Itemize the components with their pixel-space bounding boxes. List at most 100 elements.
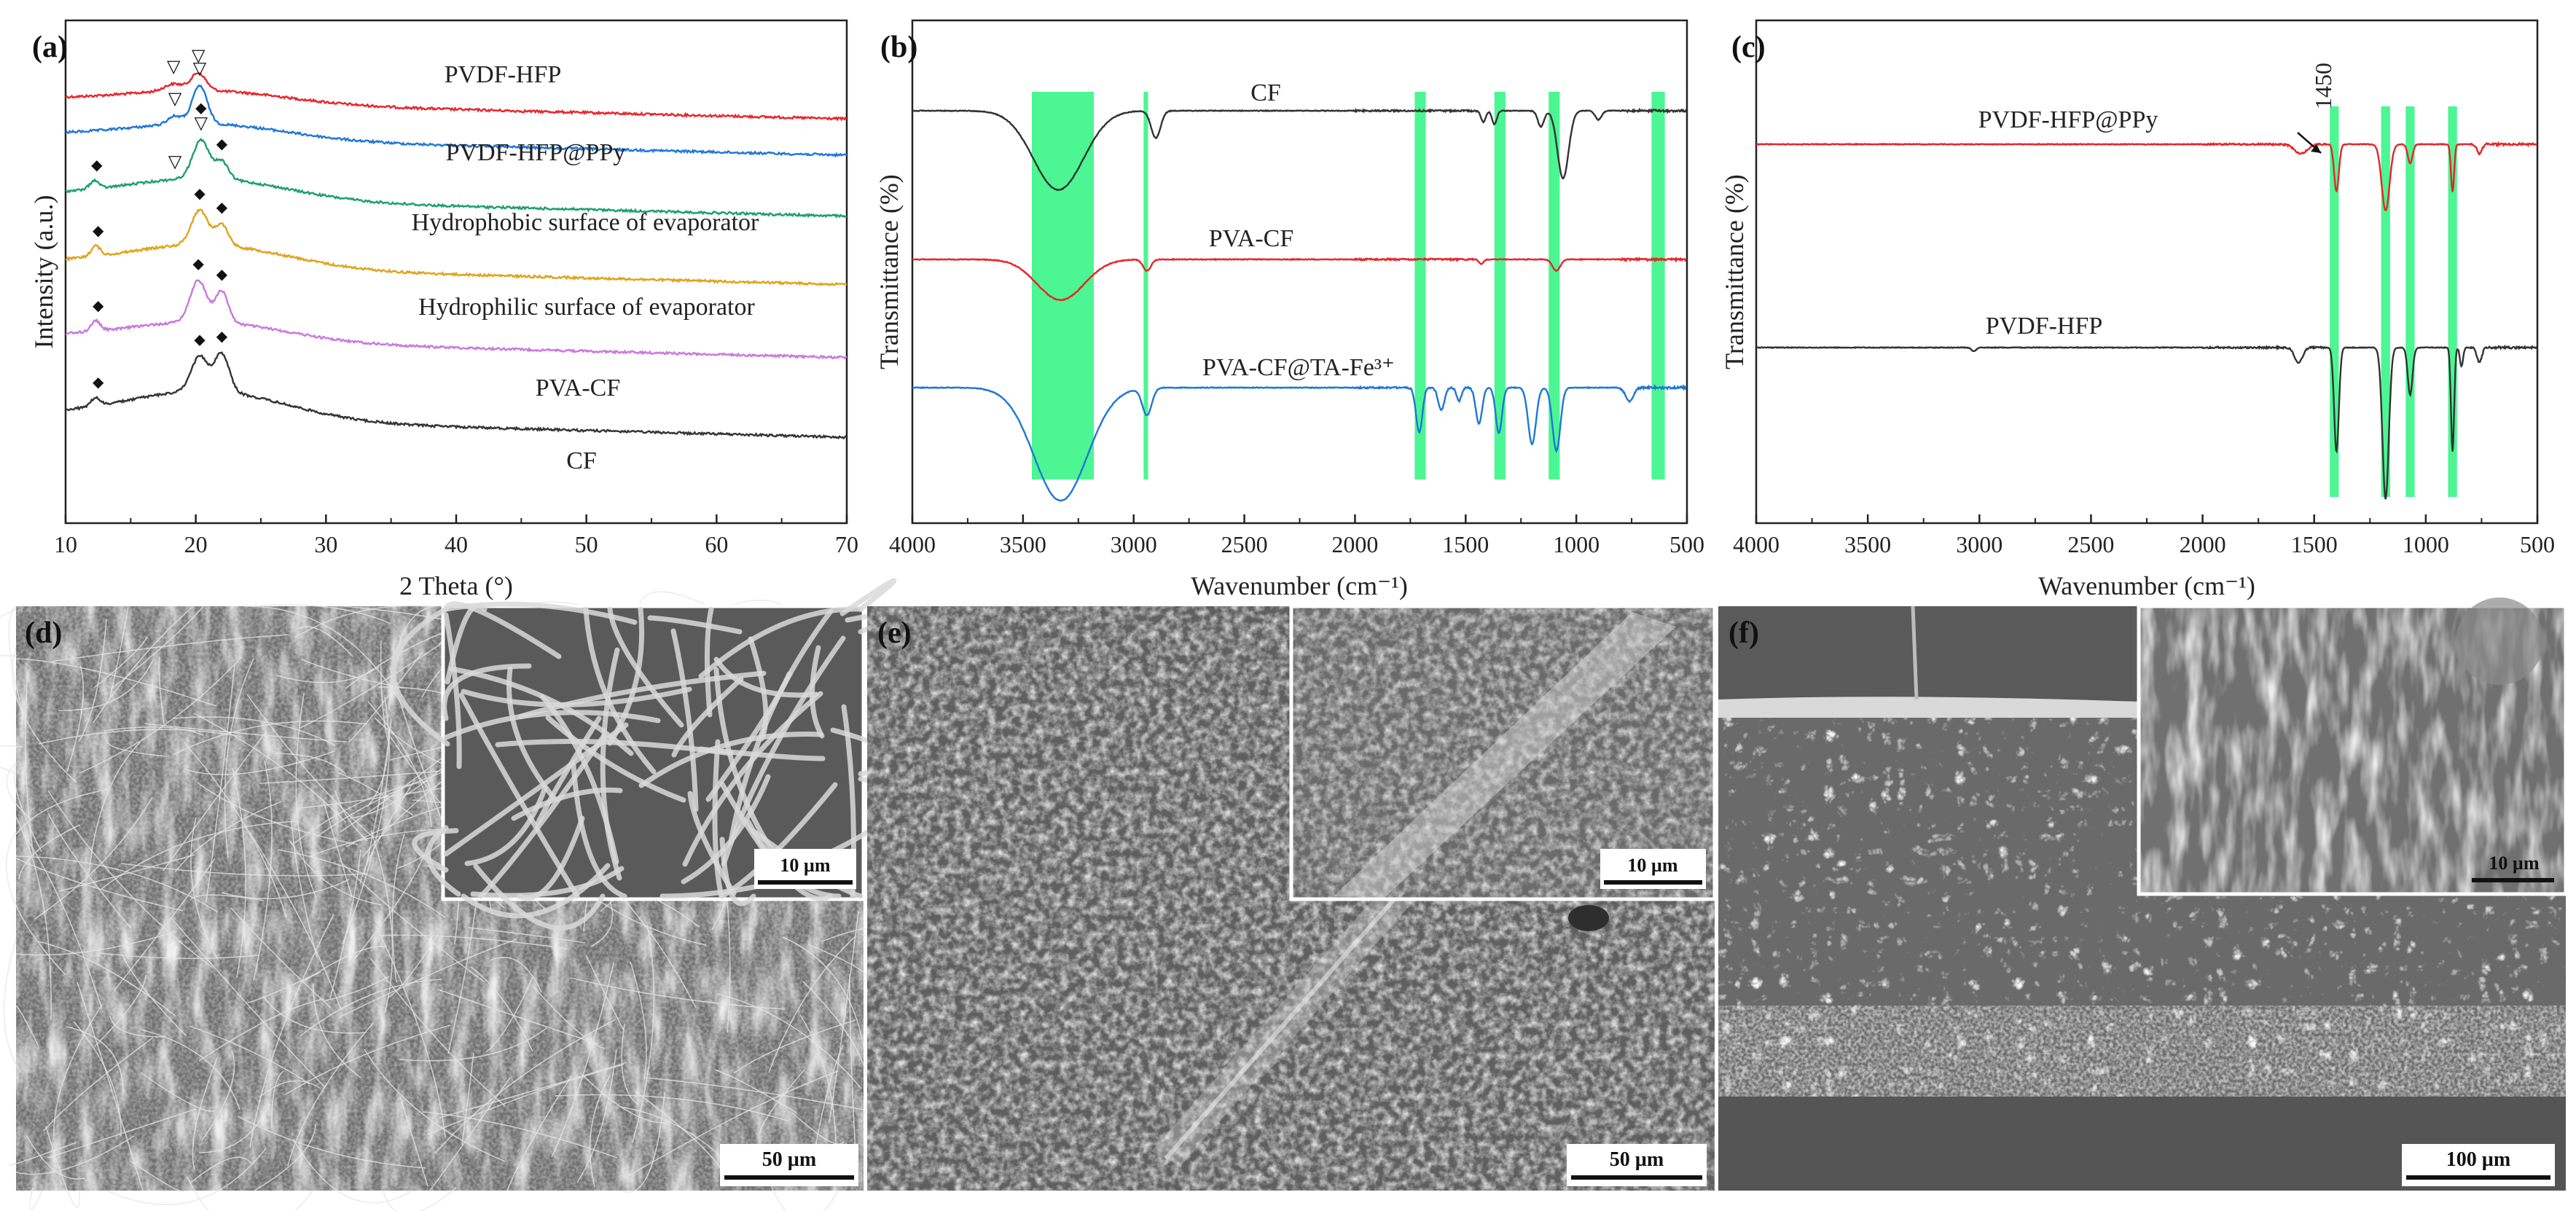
panel-b: (b) CF PVA-CF PVA-CF@TA-Fe³⁺ 4000 3500 3000 2… [874,19,1704,600]
sem-fiber [467,927,586,944]
panel-c-x-tick-label: 4000 [1733,531,1780,557]
sem-inset-fiber [682,691,823,867]
sem-fiber [66,1026,124,1094]
sem-fiber [323,976,390,1002]
xrd-series-cf [66,351,847,440]
sem-fiber [15,1135,135,1175]
sem-inset-fiber [461,686,692,708]
panel-e-scale-label: 50 µm [1610,1148,1664,1171]
sem-fiber [110,606,204,690]
panel-e-sem-image: 10 µm 50 µm (e) [867,604,1717,1191]
sem-fiber [232,767,246,978]
sem-fiber [18,824,81,880]
sem-inset-fiber [458,692,580,899]
sem-fiber [370,829,394,1014]
panel-f-inset-scale-label: 10 µm [2489,853,2539,874]
panel-f-scale-label: 100 µm [2446,1148,2510,1171]
panel-d-inset-scale-label: 10 µm [780,855,830,876]
sem-fiber [15,658,217,707]
xrd-label-hydrophobic-surface-of-evaporator: Hydrophobic surface of evaporator [412,209,759,236]
panel-c-annotation: 1450 [2297,63,2336,154]
sem-fiber [6,831,66,976]
sem-fiber [158,656,165,724]
sem-fiber [79,657,242,774]
sem-fiber [399,1096,428,1187]
diamond-marker: ◆ [216,136,228,152]
sem-fiber [183,750,335,775]
sem-fiber [183,741,287,918]
sem-fiber [621,1023,639,1105]
sem-fiber [66,665,85,772]
sem-fiber [205,664,235,903]
panel-b-series-labels: CF PVA-CF PVA-CF@TA-Fe³⁺ [1202,79,1395,381]
sem-fiber [576,1049,617,1183]
diamond-marker: ◆ [93,375,104,391]
panel-c-highlight-bands [2330,106,2457,497]
sem-fiber [254,1124,316,1191]
sem-fiber [43,1037,154,1132]
diamond-marker: ◆ [216,329,228,345]
sem-inset-fiber [442,663,532,721]
sem-fiber [190,817,218,960]
sem-fiber [174,801,282,873]
sem-fiber [364,1049,506,1162]
sem-inset-fiber [713,657,819,698]
sem-fiber [717,993,862,1089]
sem-fiber [59,854,195,892]
sem-fiber [192,1057,218,1170]
sem-fiber [632,924,655,1143]
sem-fiber [334,791,368,842]
sem-fiber [34,796,153,920]
sem-fiber [73,1021,122,1137]
sem-fiber [15,788,110,835]
sem-fiber [26,1134,85,1180]
sem-fiber [585,955,625,1031]
sem-fiber [302,945,387,983]
sem-fiber [388,606,435,710]
sem-fiber [45,1126,80,1208]
panel-c-x-tick-label: 1000 [2403,531,2449,557]
sem-fiber [298,626,353,657]
highlight-band [1549,92,1560,479]
panel-b-label: (b) [880,31,917,64]
sem-inset-fiber [607,606,684,728]
sem-fiber [246,694,373,837]
xrd-series-pvdf-hfp-ppy [66,84,847,158]
panel-c: (c) PVDF-HFP@PPy PVDF-HFP 1450 4000 3500 30… [1720,19,2555,600]
panel-a-x-axis-label: 2 Theta (°) [399,571,513,600]
sem-fiber [15,816,52,1021]
sem-inset-fiber [647,615,743,635]
panel-c-x-axis-label: Wavenumber (cm⁻¹) [2038,571,2255,600]
triangle-marker: ▽ [195,114,208,133]
sem-inset-fiber [518,670,767,719]
sem-fiber [271,1070,284,1129]
sem-fiber [277,849,446,918]
sem-fiber [829,911,859,1123]
highlight-band [1494,92,1506,479]
sem-fiber [342,727,391,945]
sem-fiber [221,879,350,900]
panel-c-x-ticks: 4000 3500 3000 2500 2000 1500 1000 500 [1733,514,2555,557]
panel-b-x-tick-label: 500 [1669,531,1704,557]
panel-e-inset-scale-label: 10 µm [1627,855,1677,876]
sem-fiber [171,917,325,1087]
ftir-b-series-cf [912,107,1687,192]
sem-fiber [821,928,869,942]
panel-e-label: (e) [877,616,912,650]
sem-inset-fiber [426,825,461,897]
sem-fiber [6,762,33,820]
panel-a-x-tick-label: 50 [575,531,598,557]
panel-a-x-tick-label: 60 [705,531,728,557]
diamond-marker: ◆ [195,100,207,116]
panel-a-series-labels: PVDF-HFP PVDF-HFP@PPy Hydrophobic surface … [412,61,759,474]
panel-a-peak-markers: ▽▽▽▽◆ ▽▽◆◆◆◆◆◆◆◆◆◆ ◆ [91,47,228,391]
sem-fiber [348,651,423,742]
sem-fiber [292,1138,413,1204]
sem-fiber [50,634,289,662]
sem-inset-fiber [511,787,623,821]
sem-inset-fiber [698,606,864,679]
sem-fiber [367,701,432,828]
panel-b-y-axis-label: Transmittance (%) [874,174,904,369]
sem-fiber [15,858,184,912]
panel-b-highlight-bands [1032,92,1665,479]
